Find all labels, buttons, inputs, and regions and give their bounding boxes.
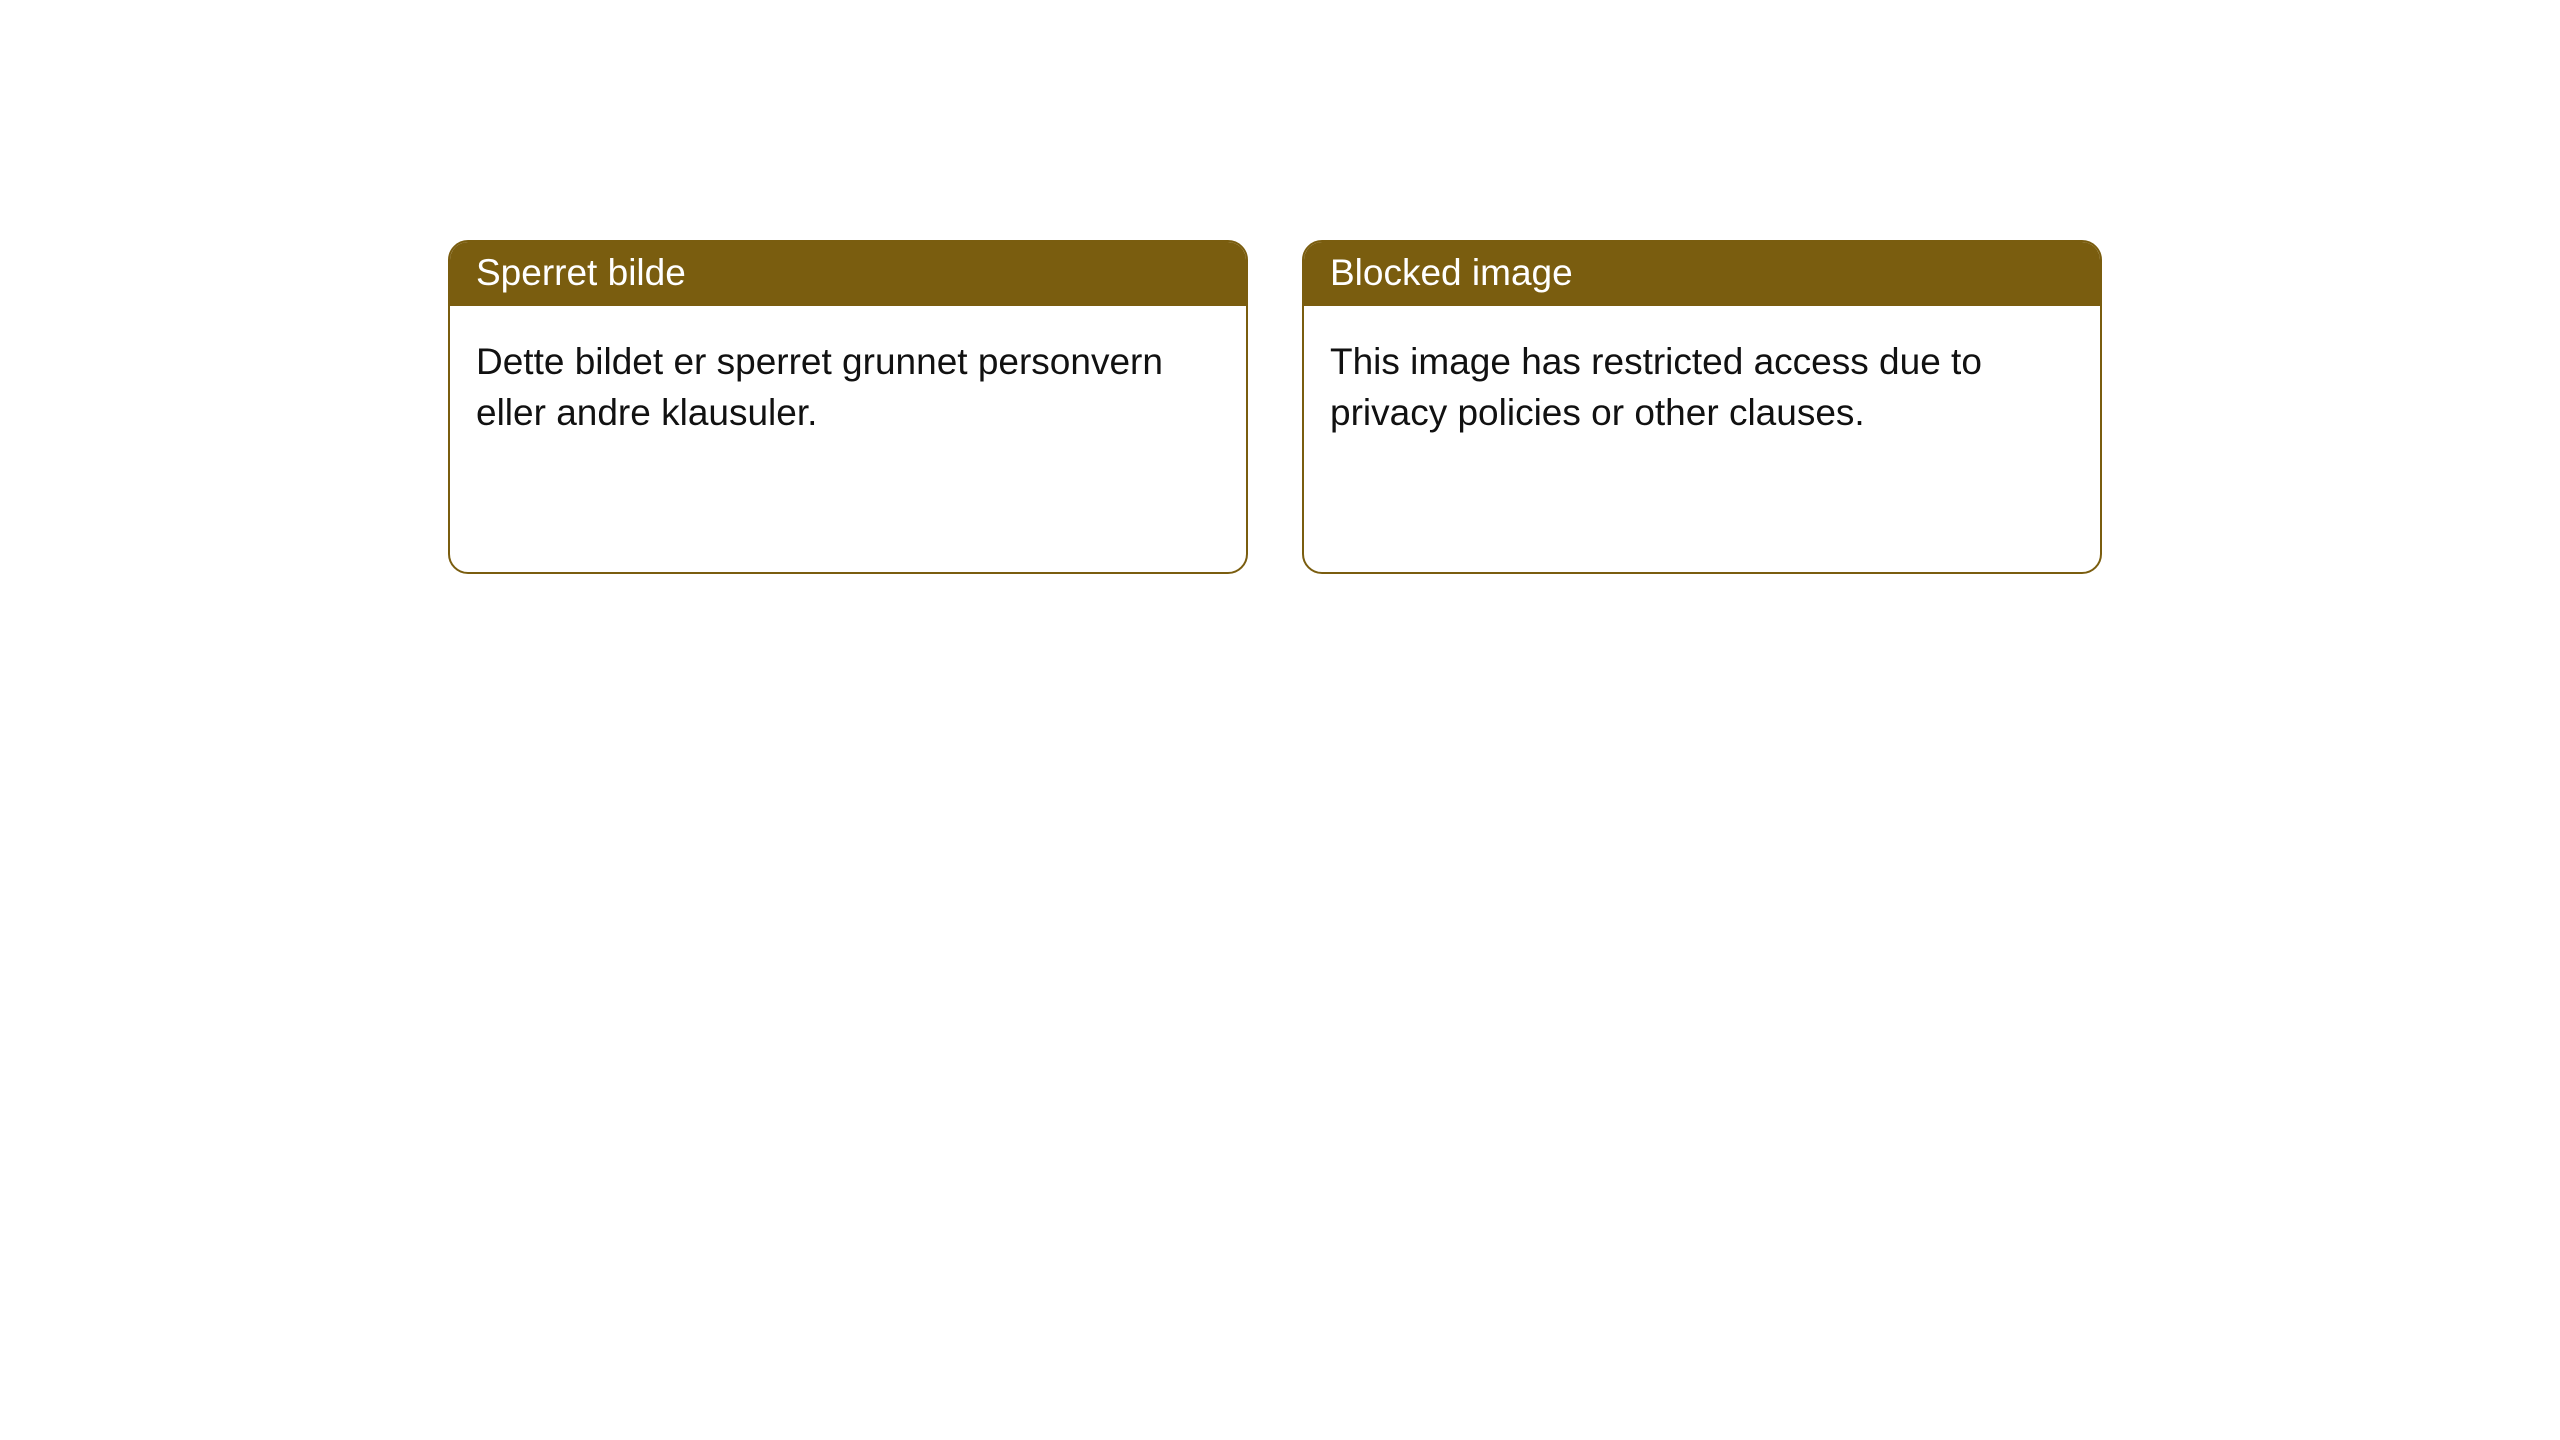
notice-container: Sperret bilde Dette bildet er sperret gr… — [0, 0, 2560, 574]
card-header-no: Sperret bilde — [450, 242, 1246, 306]
card-body-no: Dette bildet er sperret grunnet personve… — [450, 306, 1246, 464]
card-body-en: This image has restricted access due to … — [1304, 306, 2100, 464]
blocked-image-card-no: Sperret bilde Dette bildet er sperret gr… — [448, 240, 1248, 574]
card-header-en: Blocked image — [1304, 242, 2100, 306]
blocked-image-card-en: Blocked image This image has restricted … — [1302, 240, 2102, 574]
